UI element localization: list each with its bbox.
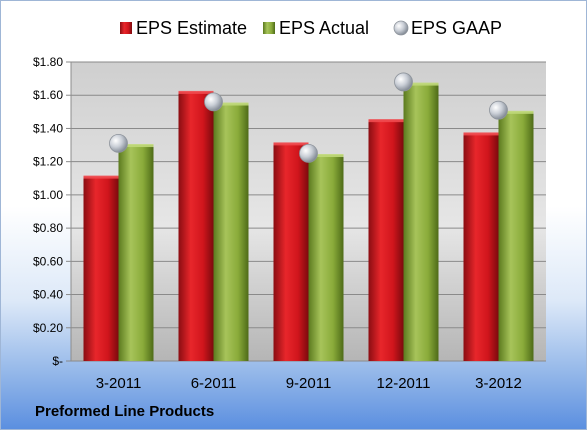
bar-eps-estimate (273, 143, 309, 361)
bar-top-eps-actual (308, 154, 344, 158)
bar-top-eps-actual (403, 82, 439, 86)
bar-eps-estimate (463, 133, 499, 361)
marker-eps-gaap (394, 72, 413, 92)
legend-swatch (263, 22, 275, 34)
legend-label: EPS GAAP (411, 18, 502, 38)
bar-top-eps-estimate (178, 90, 214, 94)
bar-eps-actual (213, 103, 249, 362)
y-tick-label: $0.40 (33, 288, 63, 302)
y-tick-label: $1.40 (33, 121, 63, 135)
company-name: Preformed Line Products (35, 403, 215, 420)
marker-eps-gaap (299, 143, 318, 163)
bar-top-eps-actual (118, 144, 154, 148)
y-tick-label: $1.00 (33, 188, 63, 202)
y-tick-label: $0.60 (33, 254, 63, 268)
x-tick-label: 3-2011 (96, 375, 142, 392)
marker-eps-gaap (204, 92, 223, 112)
bar-top-eps-actual (213, 102, 249, 106)
legend-swatch (393, 20, 409, 36)
bar-top-eps-estimate (83, 175, 119, 179)
x-tick-label: 6-2011 (191, 375, 237, 392)
y-tick-label: $0.20 (33, 321, 63, 335)
y-tick-label: $0.80 (33, 221, 63, 235)
legend-label: EPS Estimate (136, 18, 247, 38)
plot-area: $- $0.20 $0.40 $0.60 $0.80 $1.00 $1.20 $1.40 $1.… (33, 55, 546, 392)
x-tick-label: 9-2011 (286, 375, 332, 392)
bar-eps-actual (498, 111, 534, 361)
y-tick-label: $1.20 (33, 155, 63, 169)
bar-eps-estimate (178, 91, 214, 362)
x-tick-label: 3-2012 (475, 375, 522, 392)
bar-eps-estimate (368, 120, 404, 361)
y-tick-label: $1.60 (33, 88, 63, 102)
bar-top-eps-estimate (273, 142, 309, 146)
bar-eps-actual (118, 145, 154, 361)
bar-eps-actual (308, 155, 344, 361)
bar-eps-actual (403, 83, 439, 361)
legend-swatch (120, 22, 132, 34)
marker-eps-gaap (109, 133, 128, 153)
bar-top-eps-estimate (463, 132, 499, 136)
y-tick-label: $1.80 (33, 55, 63, 69)
bar-top-eps-estimate (368, 119, 404, 123)
bar-top-eps-actual (498, 110, 534, 114)
x-tick-label: 12-2011 (377, 375, 431, 392)
legend-label: EPS Actual (279, 18, 369, 38)
y-tick-label: $- (52, 354, 63, 368)
marker-eps-gaap (489, 100, 508, 120)
bar-eps-estimate (83, 176, 119, 361)
legend: EPS Estimate EPS Actual EPS GAAP (120, 18, 502, 38)
